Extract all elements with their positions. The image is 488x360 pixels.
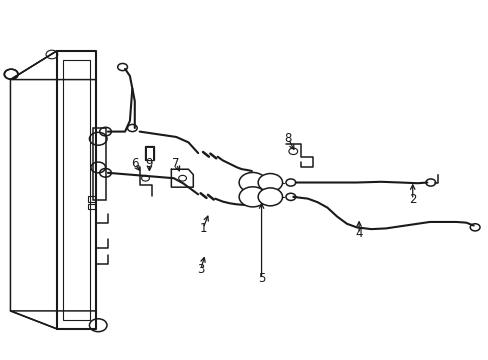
Bar	[93, 128, 105, 200]
Text: 2: 2	[408, 193, 416, 206]
Text: 9: 9	[145, 157, 153, 170]
Circle shape	[239, 187, 266, 207]
Text: 4: 4	[355, 227, 362, 240]
Bar	[145, 147, 153, 159]
Text: 5: 5	[257, 272, 264, 285]
Bar	[144, 146, 154, 160]
Circle shape	[239, 172, 266, 193]
Text: 1: 1	[199, 222, 206, 235]
Text: 7: 7	[172, 157, 180, 170]
Bar	[88, 197, 95, 202]
Bar	[88, 204, 95, 209]
Text: 6: 6	[131, 157, 138, 170]
Text: 3: 3	[197, 263, 204, 276]
Circle shape	[258, 174, 282, 192]
Bar	[62, 59, 90, 320]
Text: 8: 8	[284, 132, 291, 145]
Circle shape	[258, 188, 282, 206]
